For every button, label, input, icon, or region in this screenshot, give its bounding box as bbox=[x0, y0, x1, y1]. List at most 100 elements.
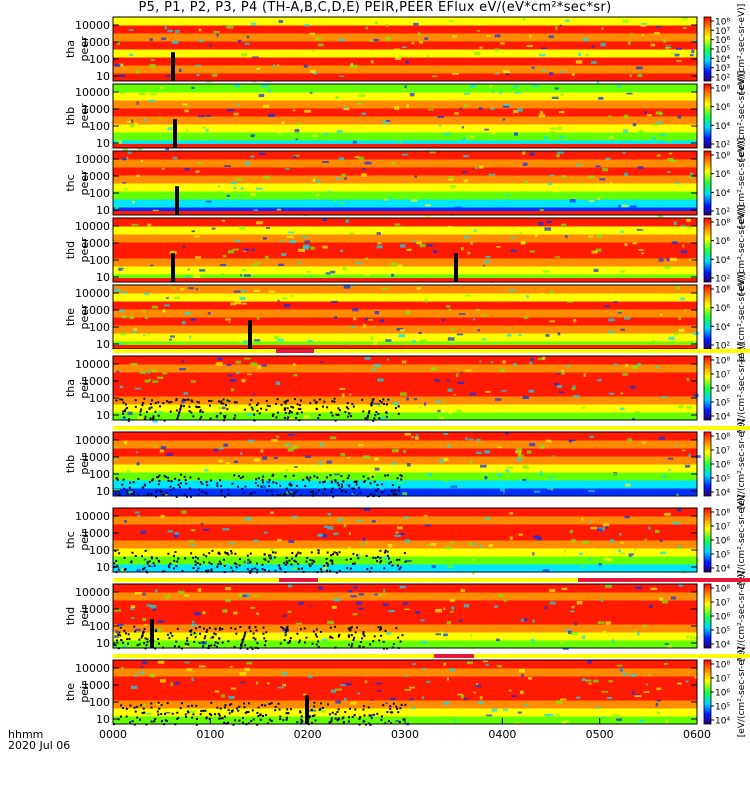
noise-pixel bbox=[168, 401, 171, 404]
noise-pixel bbox=[318, 398, 321, 401]
data-gap bbox=[454, 253, 458, 282]
spectrogram-speckle bbox=[521, 618, 529, 621]
spectrogram-speckle bbox=[653, 32, 660, 35]
spectrogram-speckle bbox=[495, 638, 500, 642]
spectrogram-speckle bbox=[222, 609, 228, 613]
spectrogram-speckle bbox=[129, 485, 135, 488]
noise-pixel bbox=[337, 635, 340, 638]
spectrogram-speckle bbox=[302, 693, 307, 696]
spectrogram-speckle bbox=[523, 270, 529, 273]
noise-pixel bbox=[333, 551, 336, 554]
spectrogram-speckle bbox=[679, 552, 684, 555]
noise-pixel bbox=[122, 641, 125, 644]
noise-pixel bbox=[128, 418, 131, 421]
noise-pixel bbox=[317, 489, 320, 492]
spectrogram-speckle bbox=[624, 172, 628, 177]
spectrogram-speckle bbox=[458, 313, 466, 315]
spectrogram-speckle bbox=[142, 118, 147, 122]
noise-pixel bbox=[145, 410, 148, 413]
spectrogram-speckle bbox=[494, 73, 500, 75]
spectrogram-speckle bbox=[327, 526, 334, 530]
colorbar-units: [eV/(cm²-sec-sr-eV)] bbox=[737, 647, 747, 738]
spectrogram-speckle bbox=[171, 40, 179, 44]
spectrogram-speckle bbox=[665, 720, 669, 723]
spectrogram-band bbox=[113, 632, 697, 641]
spectrogram-speckle bbox=[620, 541, 624, 544]
spectrogram-speckle bbox=[674, 634, 677, 638]
spectrogram-speckle bbox=[276, 195, 280, 198]
spectrogram-band bbox=[113, 33, 697, 42]
spectrogram-speckle bbox=[229, 542, 235, 545]
noise-pixel bbox=[284, 634, 287, 637]
spectrogram-speckle bbox=[528, 676, 533, 680]
noise-pixel bbox=[347, 720, 350, 723]
noise-pixel bbox=[385, 415, 388, 418]
spectrogram-speckle bbox=[391, 273, 395, 277]
noise-pixel bbox=[295, 490, 298, 493]
noise-pixel bbox=[184, 557, 187, 560]
spectrogram-speckle bbox=[315, 194, 320, 197]
spectrogram-speckle bbox=[283, 303, 291, 308]
spectrogram-speckle bbox=[688, 453, 692, 457]
spectrogram-speckle bbox=[394, 223, 401, 226]
spectrogram-speckle bbox=[597, 197, 600, 201]
noise-pixel bbox=[207, 569, 210, 572]
noise-pixel bbox=[394, 407, 397, 410]
colorbar bbox=[703, 16, 712, 82]
spectrogram-speckle bbox=[438, 124, 442, 127]
spectrogram-speckle bbox=[540, 470, 543, 474]
spectrogram-speckle bbox=[165, 95, 169, 98]
noise-pixel bbox=[205, 492, 208, 495]
spectrogram-speckle bbox=[369, 473, 375, 478]
spectrogram-speckle bbox=[119, 74, 126, 78]
spectrogram-speckle bbox=[276, 208, 282, 211]
spectrogram-speckle bbox=[195, 64, 201, 67]
noise-pixel bbox=[146, 562, 149, 565]
spectrogram-speckle bbox=[207, 208, 211, 211]
noise-pixel bbox=[353, 562, 356, 565]
noise-pixel bbox=[224, 551, 227, 554]
noise-pixel bbox=[374, 556, 377, 559]
colorbar-tick-label: 10⁴ bbox=[715, 565, 730, 575]
noise-pixel bbox=[264, 640, 267, 643]
noise-pixel bbox=[290, 708, 293, 711]
spectrogram-speckle bbox=[626, 92, 633, 95]
noise-pixel bbox=[231, 482, 234, 485]
noise-pixel bbox=[184, 642, 187, 645]
noise-pixel bbox=[122, 410, 125, 413]
noise-pixel bbox=[326, 703, 329, 706]
noise-pixel bbox=[340, 483, 343, 486]
spectrogram-speckle bbox=[531, 66, 535, 69]
noise-pixel bbox=[218, 628, 221, 631]
noise-pixel bbox=[233, 562, 236, 565]
noise-pixel bbox=[299, 628, 302, 631]
noise-pixel bbox=[187, 705, 190, 708]
noise-pixel bbox=[322, 481, 325, 484]
noise-pixel bbox=[124, 408, 127, 411]
noise-pixel bbox=[346, 402, 349, 405]
spectrogram-speckle bbox=[136, 569, 141, 573]
spectrogram-speckle bbox=[443, 633, 449, 637]
noise-pixel bbox=[358, 718, 361, 721]
noise-pixel bbox=[127, 642, 130, 645]
spectrogram-speckle bbox=[387, 358, 390, 361]
spectrogram-speckle bbox=[294, 128, 300, 133]
noise-pixel bbox=[370, 714, 373, 717]
noise-pixel bbox=[329, 635, 332, 638]
noise-pixel bbox=[299, 710, 302, 713]
spectrogram-speckle bbox=[429, 151, 436, 154]
spectrogram-speckle bbox=[519, 232, 523, 235]
spectrogram-speckle bbox=[550, 290, 554, 294]
spectrogram-speckle bbox=[262, 456, 268, 460]
spectrogram-speckle bbox=[308, 675, 313, 679]
y-tick-label: 10 bbox=[96, 637, 110, 650]
spectrogram-speckle bbox=[473, 691, 477, 694]
colorbar-tick-label: 10⁸ bbox=[715, 18, 730, 28]
noise-pixel bbox=[129, 721, 132, 724]
spectrogram-speckle bbox=[499, 369, 506, 373]
spectrogram-speckle bbox=[613, 301, 618, 304]
noise-pixel bbox=[267, 560, 270, 563]
spectrogram-speckle bbox=[655, 703, 659, 707]
noise-pixel bbox=[317, 552, 320, 555]
noise-pixel bbox=[331, 562, 334, 565]
